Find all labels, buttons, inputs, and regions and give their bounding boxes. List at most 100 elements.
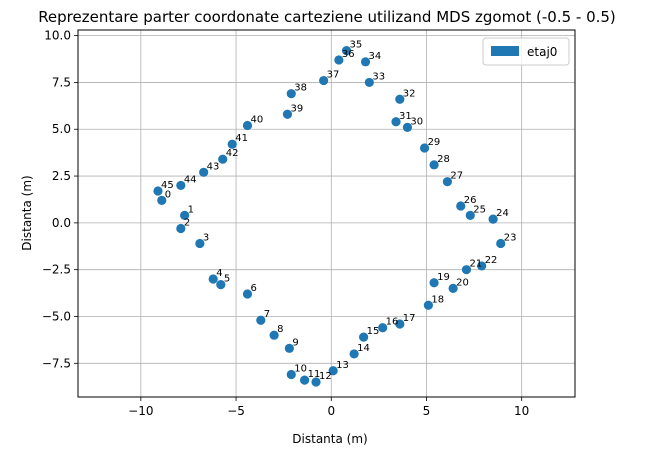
scatter-point xyxy=(195,238,205,249)
point-label: 31 xyxy=(399,111,412,122)
point-label: 23 xyxy=(504,232,517,243)
scatter-point xyxy=(419,143,430,153)
scatter-point xyxy=(242,120,253,131)
point-label: 43 xyxy=(207,161,220,172)
x-tick-label: −10 xyxy=(128,404,153,418)
scatter-point xyxy=(341,45,352,56)
scatter-point xyxy=(496,238,506,249)
point-label: 4 xyxy=(216,268,222,279)
point-label: 9 xyxy=(292,337,298,348)
scatter-point xyxy=(349,349,359,359)
scatter-point xyxy=(300,375,310,385)
data-points xyxy=(153,45,506,387)
x-tick-label: 0 xyxy=(327,404,335,418)
x-axis-ticks: −10 −5 0 5 10 xyxy=(128,397,529,418)
legend-swatch xyxy=(491,46,519,56)
scatter-point xyxy=(423,300,433,310)
scatter-point xyxy=(282,109,293,119)
point-label: 18 xyxy=(431,294,444,305)
point-label: 15 xyxy=(367,326,380,337)
point-label: 11 xyxy=(308,369,321,380)
point-label: 34 xyxy=(369,51,382,62)
point-label: 28 xyxy=(437,154,450,165)
point-label: 16 xyxy=(386,317,399,328)
point-label: 37 xyxy=(327,70,340,81)
point-label: 42 xyxy=(226,148,239,159)
point-label: 33 xyxy=(372,71,385,82)
point-label: 14 xyxy=(357,343,370,354)
point-label: 19 xyxy=(437,272,450,283)
scatter-point xyxy=(360,57,371,67)
point-label: 21 xyxy=(469,259,482,270)
y-tick-label: 10.0 xyxy=(44,29,71,43)
scatter-point xyxy=(284,343,294,353)
scatter-point xyxy=(180,210,190,220)
point-label: 12 xyxy=(319,371,332,382)
chart-title: Reprezentare parter coordonate cartezien… xyxy=(38,8,616,26)
scatter-point xyxy=(153,186,163,196)
point-label: 38 xyxy=(294,83,307,94)
scatter-point xyxy=(227,139,237,149)
point-label: 7 xyxy=(264,309,270,320)
y-tick-label: −5.0 xyxy=(42,309,71,323)
scatter-point xyxy=(328,366,338,376)
scatter-point xyxy=(286,369,296,380)
y-tick-label: −2.5 xyxy=(42,263,71,277)
legend: etaj0 xyxy=(482,37,570,66)
scatter-point xyxy=(176,223,186,234)
point-label: 32 xyxy=(403,88,416,99)
scatter-point xyxy=(429,160,439,170)
y-tick-label: 0.0 xyxy=(52,216,71,230)
point-label: 26 xyxy=(464,195,477,206)
legend-frame xyxy=(482,37,570,66)
point-label: 13 xyxy=(336,360,349,371)
point-label: 41 xyxy=(235,133,248,144)
x-tick-label: 5 xyxy=(423,404,431,418)
scatter-point xyxy=(395,94,405,104)
point-label: 5 xyxy=(224,274,230,285)
grid-lines xyxy=(78,30,575,397)
scatter-point xyxy=(364,77,374,88)
point-label: 8 xyxy=(277,324,283,335)
scatter-point xyxy=(402,122,413,132)
scatter-point xyxy=(477,261,487,271)
point-label: 1 xyxy=(188,204,194,215)
x-axis-label: Distanta (m) xyxy=(292,432,367,446)
point-label: 22 xyxy=(485,255,498,266)
scatter-point xyxy=(286,89,296,99)
point-label: 27 xyxy=(450,171,463,182)
point-label: 35 xyxy=(349,40,362,51)
point-label: 24 xyxy=(496,208,509,219)
x-tick-label: −5 xyxy=(227,404,245,418)
scatter-point xyxy=(456,201,466,211)
scatter-point xyxy=(378,323,388,333)
point-label: 17 xyxy=(403,313,416,324)
scatter-point xyxy=(269,330,279,340)
point-label: 6 xyxy=(250,283,256,294)
point-label: 45 xyxy=(161,180,174,191)
scatter-point xyxy=(334,55,344,65)
point-label: 39 xyxy=(290,103,303,114)
scatter-point xyxy=(176,180,186,191)
point-label: 25 xyxy=(473,204,486,215)
scatter-point xyxy=(395,319,405,329)
point-label: 36 xyxy=(342,49,355,60)
scatter-point xyxy=(208,274,218,284)
scatter-point xyxy=(319,75,329,86)
scatter-point xyxy=(242,289,253,299)
y-axis-ticks: −7.5 −5.0 −2.5 0.0 2.5 5.0 7.5 10.0 xyxy=(42,29,78,370)
y-tick-label: 7.5 xyxy=(52,75,71,89)
scatter-point xyxy=(216,280,226,290)
scatter-point xyxy=(256,315,266,325)
scatter-point xyxy=(359,332,369,342)
y-tick-label: 2.5 xyxy=(52,169,71,183)
scatter-point xyxy=(488,214,498,224)
point-label: 44 xyxy=(184,174,197,185)
y-tick-label: −7.5 xyxy=(42,356,71,370)
point-label: 29 xyxy=(428,137,441,148)
scatter-point xyxy=(218,154,228,164)
point-label: 20 xyxy=(456,277,469,288)
scatter-point xyxy=(157,195,167,205)
